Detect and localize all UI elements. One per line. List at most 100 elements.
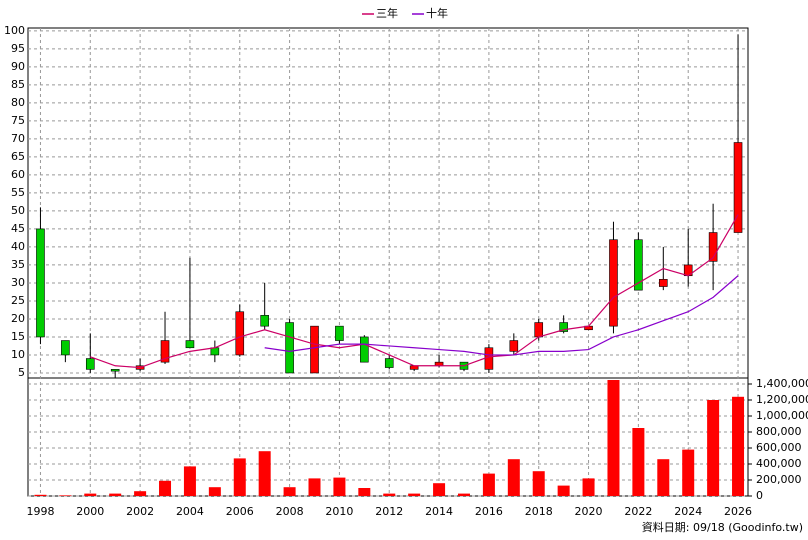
x-tick-label: 2000 [76,505,104,518]
candle-body [609,239,618,327]
footnote: 資料日期: 09/18 (Goodinfo.tw) [642,520,803,534]
candle-body [360,336,369,363]
candle-body [36,228,45,338]
candle-body [733,142,743,233]
volume-bar [582,478,595,496]
candle-body [708,232,718,262]
y-tick-label: 10 [11,348,25,361]
volume-bar [109,493,122,496]
volume-bar [732,396,745,496]
x-tick-label: 2026 [724,505,752,518]
volume-bar [283,487,296,496]
y2-tick-label: 600,000 [756,441,802,454]
y-tick-label: 100 [4,24,25,37]
candle-body [260,315,269,327]
candle-body [335,325,344,341]
volume-bar [34,494,47,496]
candle-body [384,358,394,368]
y-tick-label: 70 [11,132,25,145]
volume-bar [557,485,570,496]
volume-bar [358,488,371,496]
x-tick-label: 2014 [425,505,453,518]
candle-body [160,340,170,363]
volume-bar [707,400,720,496]
y-tick-label: 80 [11,96,25,109]
ma-line [264,275,739,356]
volume-bar [632,428,645,496]
x-tick-label: 2018 [525,505,553,518]
candle-body [185,340,195,349]
candle-body [634,239,643,291]
y-tick-label: 15 [11,330,25,343]
y-tick-label: 60 [11,168,25,181]
y2-tick-label: 800,000 [756,425,802,438]
legend-label: 十年 [426,6,448,20]
candle-body [658,279,668,287]
candle-body [110,369,120,372]
volume-bar [183,466,196,496]
y-tick-label: 30 [11,276,25,289]
candle-body [509,340,519,352]
x-tick-label: 2010 [325,505,353,518]
y2-tick-label: 1,200,000 [756,393,808,406]
x-tick-label: 2002 [126,505,154,518]
y-tick-label: 25 [11,294,25,307]
x-tick-label: 1998 [26,505,54,518]
plot-frame [27,27,749,497]
volume-bar [482,473,495,496]
y2-tick-label: 0 [756,489,763,502]
volume-bar [333,477,346,496]
y-tick-label: 75 [11,114,25,127]
volume-bar [433,483,446,496]
y-tick-label: 85 [11,78,25,91]
y-tick-label: 20 [11,312,25,325]
candle-body [310,325,319,374]
legend-label: 三年 [376,6,398,20]
candle-body [235,311,245,356]
y2-tick-label: 400,000 [756,457,802,470]
volume-bar [657,459,670,496]
candle-body [61,340,70,356]
y-tick-label: 95 [11,42,25,55]
volume-bar [457,493,470,496]
x-tick-label: 2024 [674,505,702,518]
volume-bar [208,487,221,496]
x-tick-label: 2004 [176,505,204,518]
x-tick-label: 2006 [226,505,254,518]
y-tick-label: 5 [18,366,25,379]
volume-bar [383,493,396,496]
volume-bar [134,491,147,496]
volume-bar [532,471,545,496]
x-tick-label: 2008 [276,505,304,518]
volume-bar [59,495,72,496]
candle-body [484,347,494,370]
volume-bar [258,451,271,496]
x-tick-label: 2012 [375,505,403,518]
candle-body [559,322,568,332]
ma-line [90,214,739,369]
candle-body [85,358,95,370]
volume-bar [682,449,695,496]
x-tick-label: 2016 [475,505,503,518]
y-tick-label: 35 [11,258,25,271]
y-tick-label: 50 [11,204,25,217]
candle-body [534,322,544,338]
volume-bar [507,459,520,496]
volume-bar [233,458,246,496]
x-tick-label: 2022 [624,505,652,518]
y-tick-label: 65 [11,150,25,163]
candle-body [285,322,294,374]
volume-bar [408,493,421,496]
candle-body [210,347,220,356]
y2-tick-label: 200,000 [756,473,802,486]
y-tick-label: 45 [11,222,25,235]
volume-bar [84,493,97,496]
volume-bar [308,478,321,496]
x-tick-label: 2020 [575,505,603,518]
volume-bar [607,380,620,496]
y-tick-label: 90 [11,60,25,73]
y-tick-label: 55 [11,186,25,199]
y2-tick-label: 1,400,000 [756,377,808,390]
volume-bar [159,480,172,496]
